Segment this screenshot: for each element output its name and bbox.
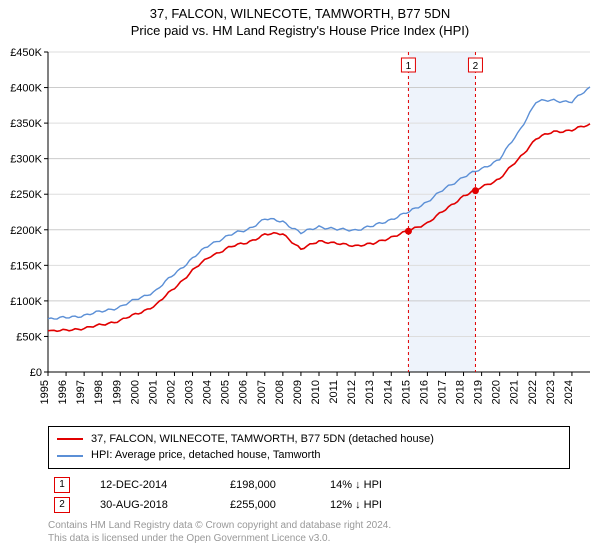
marker-table-pct: 14% ↓ HPI: [330, 479, 420, 491]
x-tick-label: 2012: [346, 380, 358, 404]
x-tick-label: 1998: [93, 380, 105, 404]
marker-badge-label: 2: [473, 61, 479, 72]
line-chart-svg: £0 £50K £100K £150K £200K £250K £300K £350K £400…: [0, 42, 600, 422]
marker-dot: [472, 187, 479, 194]
legend-label: 37, FALCON, WILNECOTE, TAMWORTH, B77 5DN…: [91, 431, 434, 448]
x-tick-label: 2004: [202, 380, 214, 404]
x-tick-label: 2020: [491, 380, 503, 404]
x-tick-label: 1995: [39, 380, 51, 404]
y-tick-label: £200K: [10, 225, 42, 237]
chart-area: £0 £50K £100K £150K £200K £250K £300K £350K £400…: [0, 42, 600, 422]
footer-line-2: This data is licensed under the Open Gov…: [48, 532, 570, 546]
x-tick-label: 2011: [328, 380, 340, 404]
legend-label: HPI: Average price, detached house, Tamw…: [91, 447, 321, 464]
x-tick-label: 2015: [400, 380, 412, 404]
y-tick-label: £250K: [10, 189, 42, 201]
x-tick-label: 2008: [274, 380, 286, 404]
x-tick-label: 2010: [310, 380, 322, 404]
footer-line-1: Contains HM Land Registry data © Crown c…: [48, 519, 570, 533]
chart-title: 37, FALCON, WILNECOTE, TAMWORTH, B77 5DN: [0, 0, 600, 23]
marker-table-price: £255,000: [230, 499, 300, 511]
x-tick-label: 2006: [238, 380, 250, 404]
x-tick-label: 1999: [111, 380, 123, 404]
y-tick-label: £150K: [10, 260, 42, 272]
chart-container: 37, FALCON, WILNECOTE, TAMWORTH, B77 5DN…: [0, 0, 600, 560]
legend-box: 37, FALCON, WILNECOTE, TAMWORTH, B77 5DN…: [48, 426, 570, 469]
x-tick-label: 1997: [75, 380, 87, 404]
legend-swatch: [57, 438, 83, 440]
y-tick-label: £400K: [10, 82, 42, 94]
x-tick-label: 2001: [147, 380, 159, 404]
x-tick-label: 2000: [129, 380, 141, 404]
x-tick-label: 2002: [165, 380, 177, 404]
y-tick-label: £100K: [10, 296, 42, 308]
marker-table-badge: 2: [54, 497, 70, 513]
x-tick-label: 2017: [436, 380, 448, 404]
x-tick-label: 2009: [292, 380, 304, 404]
x-tick-label: 2003: [184, 380, 196, 404]
x-tick-label: 2005: [220, 380, 232, 404]
x-tick-label: 2018: [455, 380, 467, 404]
x-tick-label: 2024: [563, 380, 575, 404]
marker-table-pct: 12% ↓ HPI: [330, 499, 420, 511]
marker-table-badge: 1: [54, 477, 70, 493]
marker-table: 1 12-DEC-2014 £198,000 14% ↓ HPI 2 30-AUG-201…: [48, 475, 570, 515]
marker-table-row: 1 12-DEC-2014 £198,000 14% ↓ HPI: [48, 475, 570, 495]
legend-row: 37, FALCON, WILNECOTE, TAMWORTH, B77 5DN…: [57, 431, 561, 448]
x-tick-label: 1996: [57, 380, 69, 404]
y-tick-label: £350K: [10, 118, 42, 130]
x-tick-label: 2021: [509, 380, 521, 404]
y-tick-label: £50K: [16, 331, 42, 343]
x-tick-label: 2023: [545, 380, 557, 404]
marker-badge-label: 1: [406, 61, 412, 72]
y-tick-label: £450K: [10, 47, 42, 59]
marker-table-row: 2 30-AUG-2018 £255,000 12% ↓ HPI: [48, 495, 570, 515]
footer-attribution: Contains HM Land Registry data © Crown c…: [48, 519, 570, 546]
marker-table-date: 30-AUG-2018: [100, 499, 200, 511]
chart-subtitle: Price paid vs. HM Land Registry's House …: [0, 23, 600, 42]
marker-table-price: £198,000: [230, 479, 300, 491]
marker-table-date: 12-DEC-2014: [100, 479, 200, 491]
x-tick-label: 2007: [256, 380, 268, 404]
x-tick-label: 2022: [527, 380, 539, 404]
x-tick-label: 2014: [382, 380, 394, 404]
x-tick-label: 2019: [473, 380, 485, 404]
x-tick-label: 2016: [418, 380, 430, 404]
y-tick-label: £0: [30, 367, 42, 379]
y-tick-label: £300K: [10, 154, 42, 166]
marker-dot: [405, 228, 412, 235]
x-tick-label: 2013: [364, 380, 376, 404]
legend-row: HPI: Average price, detached house, Tamw…: [57, 447, 561, 464]
legend-swatch: [57, 455, 83, 457]
